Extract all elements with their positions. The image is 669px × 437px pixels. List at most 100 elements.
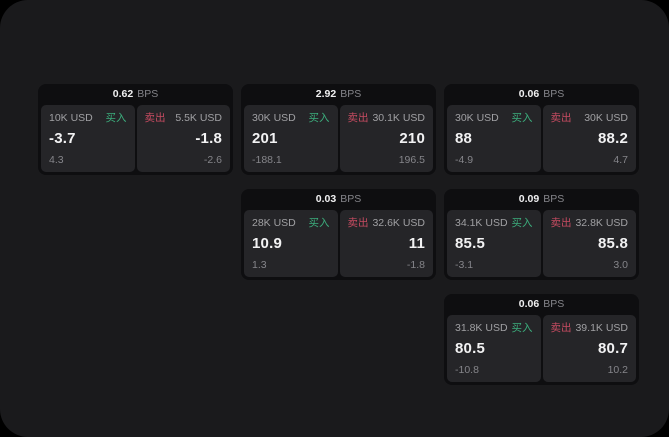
buy-side-label: 买入 [511,217,533,229]
buy-price: 10.9 [252,235,282,252]
buy-panel-top: 10K USD 买入 [49,112,127,124]
buy-delta: -188.1 [252,154,282,166]
sell-side-label: 卖出 [550,217,572,229]
sell-price: 11 [408,235,425,252]
sell-price: 80.7 [598,340,628,357]
sell-delta: 196.5 [398,154,425,166]
buy-delta: -3.1 [455,259,474,271]
sell-price: 85.8 [598,235,628,252]
quote-panels: 28K USD 买入 10.9 1.3 卖出 32.6K USD 11 -1.8 [241,210,436,280]
buy-panel-top: 30K USD 买入 [252,112,330,124]
sell-price: -1.8 [195,130,222,147]
bps-spread-header: 0.06 BPS [444,294,639,315]
sell-panel-top: 卖出 32.8K USD [551,217,629,229]
sell-side-label: 卖出 [550,112,572,124]
sell-quote-panel[interactable]: 卖出 5.5K USD -1.8 -2.6 [136,105,230,172]
buy-notional: 34.1K USD [455,217,508,229]
sell-notional: 5.5K USD [175,112,222,124]
sell-notional: 30K USD [584,112,628,124]
buy-panel-top: 28K USD 买入 [252,217,330,229]
sell-panel-top: 卖出 39.1K USD [551,322,629,334]
buy-panel-top: 34.1K USD 买入 [455,217,533,229]
sell-side-label: 卖出 [550,322,572,334]
quote-card-6: 0.06 BPS 31.8K USD 买入 80.5 -10.8 卖出 39.1… [444,294,639,385]
sell-delta: -2.6 [203,154,222,166]
sell-delta: -1.8 [406,259,425,271]
quote-card-4: 0.03 BPS 28K USD 买入 10.9 1.3 卖出 32.6K US… [241,189,436,280]
bps-spread-value: 0.03 [315,193,337,205]
sell-delta: 3.0 [613,259,628,271]
sell-quote-panel[interactable]: 卖出 39.1K USD 80.7 10.2 [542,315,636,382]
sell-panel-top: 卖出 5.5K USD [145,112,223,124]
buy-side-label: 买入 [105,112,127,124]
quote-card-3: 0.06 BPS 30K USD 买入 88 -4.9 卖出 30K USD [444,84,639,175]
bps-unit-label: BPS [543,88,565,100]
buy-side-label: 买入 [308,217,330,229]
buy-price: 80.5 [455,340,485,357]
buy-price: 85.5 [455,235,485,252]
buy-price: 201 [252,130,278,147]
bps-spread-header: 2.92 BPS [241,84,436,105]
buy-notional: 30K USD [252,112,296,124]
buy-panel-top: 31.8K USD 买入 [455,322,533,334]
buy-delta: 4.3 [49,154,64,166]
bps-unit-label: BPS [340,88,362,100]
bps-spread-header: 0.03 BPS [241,189,436,210]
quote-panels: 30K USD 买入 201 -188.1 卖出 30.1K USD 210 1… [241,105,436,175]
buy-quote-panel[interactable]: 34.1K USD 买入 85.5 -3.1 [447,210,541,277]
buy-price: -3.7 [49,130,76,147]
bps-spread-value: 0.06 [518,298,540,310]
buy-notional: 10K USD [49,112,93,124]
sell-price: 88.2 [598,130,628,147]
bps-unit-label: BPS [543,193,565,205]
buy-panel-top: 30K USD 买入 [455,112,533,124]
bps-spread-value: 0.62 [112,88,134,100]
sell-quote-panel[interactable]: 卖出 32.6K USD 11 -1.8 [339,210,433,277]
quote-card-5: 0.09 BPS 34.1K USD 买入 85.5 -3.1 卖出 32.8K… [444,189,639,280]
sell-delta: 10.2 [607,364,628,376]
sell-side-label: 卖出 [347,217,369,229]
sell-quote-panel[interactable]: 卖出 30.1K USD 210 196.5 [339,105,433,172]
sell-price: 210 [399,130,425,147]
bps-unit-label: BPS [137,88,159,100]
bps-spread-value: 2.92 [315,88,337,100]
sell-panel-top: 卖出 30K USD [551,112,629,124]
buy-delta: -10.8 [455,364,479,376]
quote-panels: 34.1K USD 买入 85.5 -3.1 卖出 32.8K USD 85.8… [444,210,639,280]
buy-quote-panel[interactable]: 10K USD 买入 -3.7 4.3 [41,105,135,172]
sell-notional: 30.1K USD [372,112,425,124]
sell-quote-panel[interactable]: 卖出 32.8K USD 85.8 3.0 [542,210,636,277]
bps-spread-header: 0.06 BPS [444,84,639,105]
sell-panel-top: 卖出 30.1K USD [348,112,426,124]
bps-unit-label: BPS [340,193,362,205]
buy-notional: 31.8K USD [455,322,508,334]
quote-card-1: 0.62 BPS 10K USD 买入 -3.7 4.3 卖出 5.5K USD [38,84,233,175]
sell-notional: 32.8K USD [575,217,628,229]
sell-delta: 4.7 [613,154,628,166]
sell-side-label: 卖出 [144,112,166,124]
buy-side-label: 买入 [308,112,330,124]
sell-notional: 32.6K USD [372,217,425,229]
buy-quote-panel[interactable]: 30K USD 买入 88 -4.9 [447,105,541,172]
bps-spread-value: 0.09 [518,193,540,205]
buy-price: 88 [455,130,473,147]
bps-unit-label: BPS [543,298,565,310]
sell-quote-panel[interactable]: 卖出 30K USD 88.2 4.7 [542,105,636,172]
sell-panel-top: 卖出 32.6K USD [348,217,426,229]
quote-panels: 30K USD 买入 88 -4.9 卖出 30K USD 88.2 4.7 [444,105,639,175]
bps-spread-header: 0.62 BPS [38,84,233,105]
buy-quote-panel[interactable]: 28K USD 买入 10.9 1.3 [244,210,338,277]
quote-panels: 31.8K USD 买入 80.5 -10.8 卖出 39.1K USD 80.… [444,315,639,385]
buy-quote-panel[interactable]: 30K USD 买入 201 -188.1 [244,105,338,172]
bps-spread-header: 0.09 BPS [444,189,639,210]
buy-delta: 1.3 [252,259,267,271]
sell-side-label: 卖出 [347,112,369,124]
quote-card-2: 2.92 BPS 30K USD 买入 201 -188.1 卖出 30.1K … [241,84,436,175]
bps-spread-value: 0.06 [518,88,540,100]
quote-grid: 0.62 BPS 10K USD 买入 -3.7 4.3 卖出 5.5K USD [38,84,639,385]
sell-notional: 39.1K USD [575,322,628,334]
buy-delta: -4.9 [455,154,474,166]
quote-panels: 10K USD 买入 -3.7 4.3 卖出 5.5K USD -1.8 -2.… [38,105,233,175]
buy-quote-panel[interactable]: 31.8K USD 买入 80.5 -10.8 [447,315,541,382]
